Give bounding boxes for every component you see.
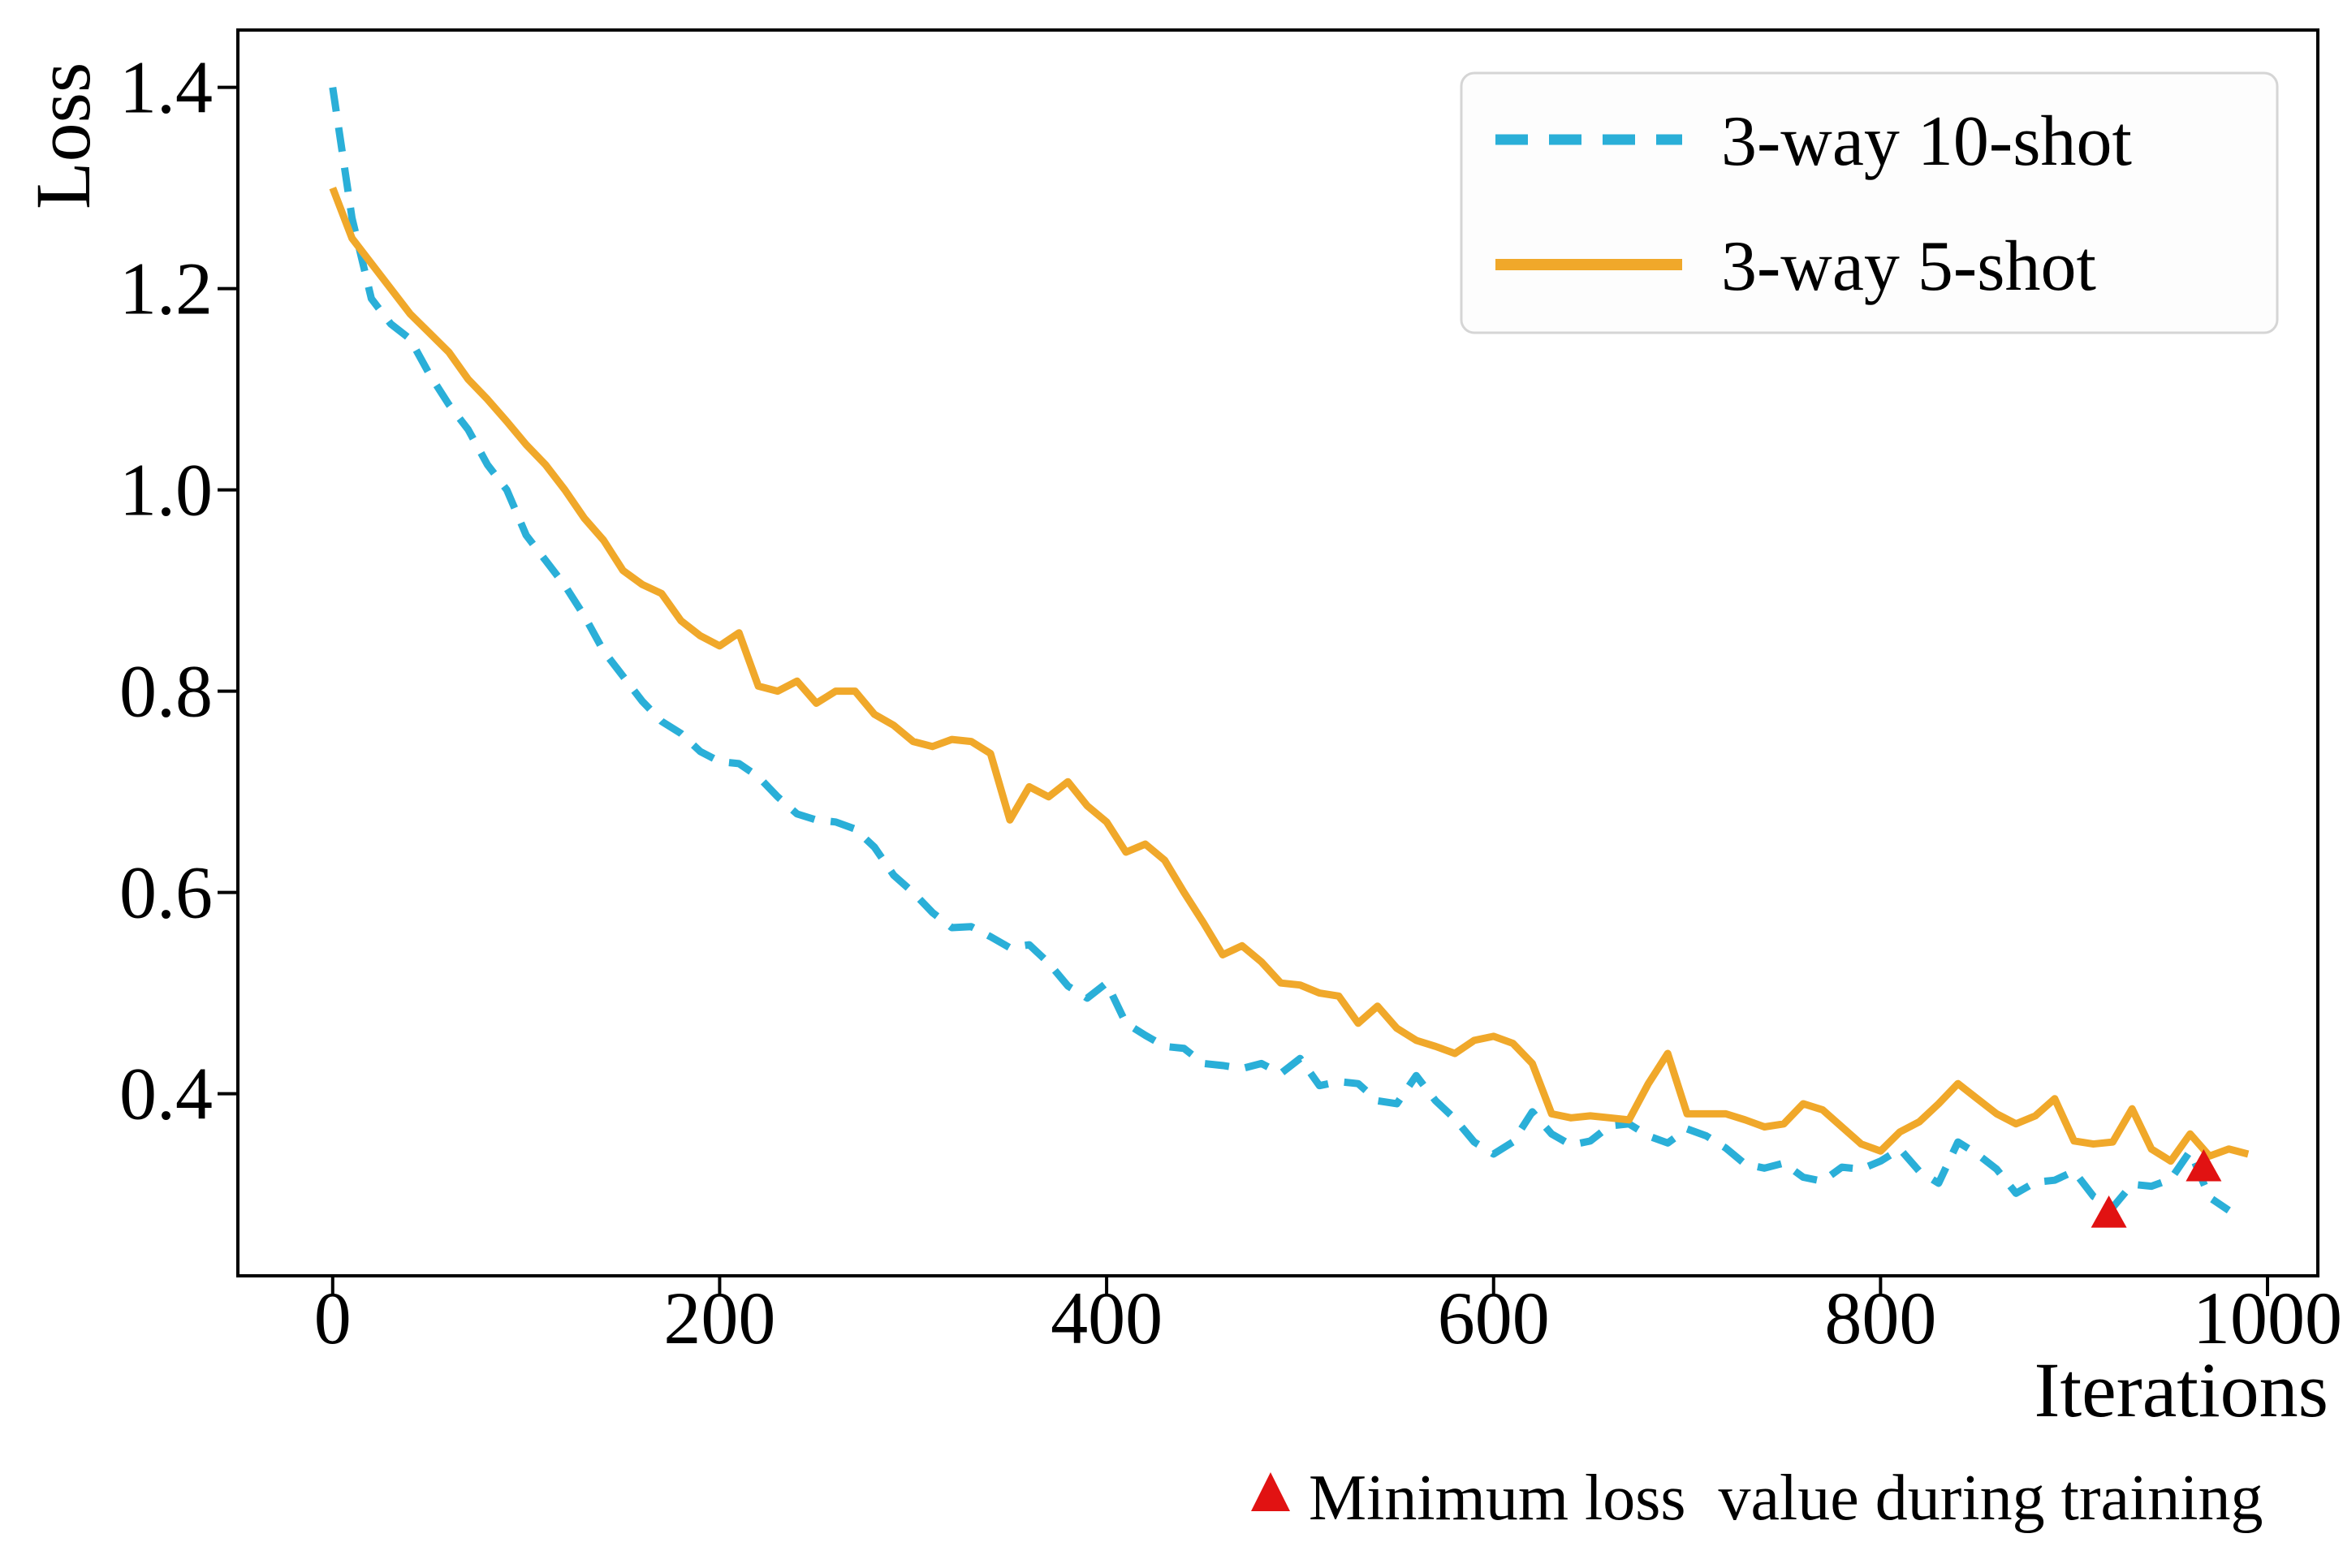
x-axis-ticks: 0 200 400 600 800 1000 bbox=[314, 1276, 2342, 1359]
min-marker-layer bbox=[2091, 1148, 2222, 1228]
x-tick-label: 200 bbox=[663, 1277, 775, 1359]
y-axis-label: Loss bbox=[19, 62, 106, 209]
x-tick-label: 1000 bbox=[2193, 1277, 2342, 1359]
legend-label-5-shot: 3-way 5-shot bbox=[1721, 227, 2096, 306]
red-triangle-icon bbox=[1251, 1472, 1290, 1511]
x-tick-label: 800 bbox=[1824, 1277, 1936, 1359]
x-tick-label: 400 bbox=[1051, 1277, 1163, 1359]
series-layer bbox=[329, 87, 2250, 1214]
y-axis-ticks: 0.4 0.6 0.8 1.0 1.2 1.4 bbox=[119, 46, 238, 1135]
legend-label-10-shot: 3-way 10-shot bbox=[1721, 102, 2132, 181]
line-3-way-5-shot bbox=[329, 187, 2250, 1165]
min-marker-triangle bbox=[2091, 1195, 2127, 1228]
y-tick-label: 1.2 bbox=[119, 248, 213, 330]
y-tick-label: 0.6 bbox=[119, 851, 213, 934]
min-loss-annotation: Minimum loss value during training bbox=[1251, 1462, 2263, 1534]
plot-frame bbox=[236, 28, 2319, 1277]
y-tick-label: 0.4 bbox=[119, 1053, 213, 1135]
line-3-way-10-shot bbox=[329, 87, 2231, 1214]
x-tick-label: 600 bbox=[1438, 1277, 1550, 1359]
y-tick-label: 0.8 bbox=[119, 650, 213, 733]
legend: 3-way 10-shot 3-way 5-shot bbox=[1460, 71, 2279, 334]
min-loss-annotation-label: Minimum loss value during training bbox=[1309, 1462, 2263, 1534]
y-tick-label: 1.4 bbox=[119, 46, 213, 129]
x-axis-label: Iterations bbox=[2034, 1346, 2328, 1433]
min-marker-triangle bbox=[2186, 1148, 2222, 1182]
x-tick-label: 0 bbox=[314, 1277, 352, 1359]
y-tick-label: 1.0 bbox=[119, 449, 213, 532]
